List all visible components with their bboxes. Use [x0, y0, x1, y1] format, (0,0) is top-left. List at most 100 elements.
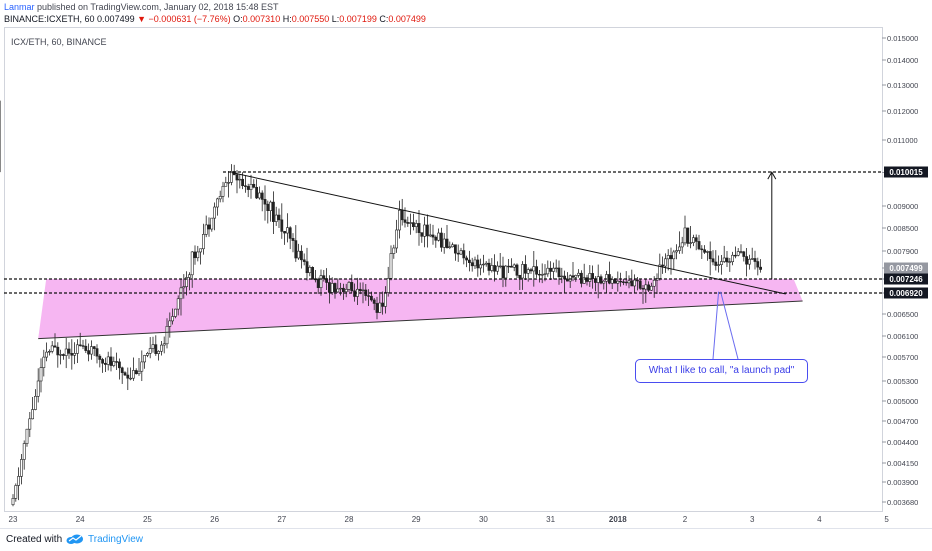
candle-body	[406, 222, 410, 224]
tradingview-logo-icon[interactable]	[66, 534, 84, 545]
candle-body	[490, 265, 494, 271]
candle-body	[663, 258, 667, 267]
y-axis-tick-label: 0.008500	[887, 224, 918, 233]
change-text: −0.000631 (−7.76%)	[148, 14, 231, 24]
candle-body	[50, 345, 54, 352]
y-axis-tick-label: 0.007900	[887, 247, 918, 256]
candle-body	[14, 485, 18, 499]
candle-body	[705, 251, 709, 253]
candle-body	[252, 183, 256, 188]
candle-body	[45, 351, 49, 358]
launch-pad-annotation: What I like to call, "a launch pad"	[635, 359, 808, 383]
callout-line	[720, 291, 739, 360]
y-axis-tick-label: 0.006500	[887, 310, 918, 319]
candle-body	[675, 250, 679, 253]
x-axis-tick-label: 25	[143, 515, 152, 524]
candle-body	[697, 241, 701, 250]
candle-body	[263, 199, 267, 205]
candle-body	[686, 227, 690, 244]
x-axis-tick-label: 2	[683, 515, 688, 524]
candle-body	[535, 266, 539, 275]
high-label: H:	[282, 14, 292, 24]
candle-body	[73, 353, 77, 356]
price-label-text: 0.007246	[889, 275, 923, 284]
candle-body	[554, 267, 558, 270]
candle-body	[277, 214, 281, 221]
candle-body	[353, 290, 357, 297]
candle-body	[596, 276, 600, 283]
candle-body	[409, 222, 413, 224]
candle-body	[31, 409, 35, 420]
candle-body	[285, 227, 289, 234]
candle-body	[425, 224, 429, 237]
candle-body	[322, 275, 326, 279]
candle-body	[540, 274, 544, 276]
candle-body	[420, 232, 424, 237]
candle-body	[327, 282, 331, 293]
candle-body	[515, 264, 519, 276]
publish-text: published on TradingView.com, January 02…	[34, 2, 279, 12]
candle-body	[372, 299, 376, 304]
candle-body	[171, 316, 175, 322]
candle-body	[725, 257, 729, 263]
candle-body	[81, 345, 85, 347]
author-link[interactable]: Lanmar	[4, 2, 35, 12]
candle-body	[627, 280, 631, 284]
open-value: 0.007310	[242, 14, 281, 24]
candle-body	[216, 198, 219, 208]
created-with-text: Created with	[6, 534, 63, 545]
candle-body	[109, 356, 113, 366]
candle-body	[188, 274, 191, 278]
price-label-text: 0.007499	[889, 264, 923, 273]
candle-body	[451, 244, 455, 248]
candle-body	[333, 283, 337, 293]
candle-body	[557, 267, 561, 278]
publish-info: Lanmar published on TradingView.com, Jan…	[4, 2, 279, 12]
launch-pad-zone[interactable]	[38, 279, 803, 339]
price-label-box	[884, 287, 928, 299]
candle-body	[759, 266, 763, 270]
candle-body	[53, 345, 57, 348]
candle-body	[269, 201, 273, 212]
candle-body	[204, 224, 208, 235]
candle-body	[649, 285, 653, 291]
chart-canvas[interactable]: ICX/ETH, 60, BINANCE 0.015000 0.014000 0.0…	[0, 0, 932, 528]
candle-body	[753, 258, 757, 262]
candle-body	[118, 361, 121, 369]
candle-body	[605, 274, 609, 282]
candle-body	[358, 288, 362, 292]
candle-body	[411, 222, 415, 227]
candle-body	[294, 240, 298, 259]
support-trendline[interactable]	[38, 300, 803, 340]
candle-body	[28, 418, 32, 430]
candle-body	[76, 344, 79, 354]
candle-body	[341, 287, 345, 293]
candle-body	[339, 287, 343, 290]
x-axis-tick-label: 5	[884, 515, 889, 524]
candle-body	[484, 262, 488, 265]
y-axis-tick-label: 0.005000	[887, 397, 918, 406]
candle-body	[67, 348, 71, 354]
candle-body	[501, 265, 505, 279]
candle-body	[400, 210, 404, 221]
candle-body	[521, 264, 525, 279]
candle-body	[59, 354, 63, 356]
candle-body	[437, 232, 441, 241]
y-axis-tick-label: 0.005300	[887, 377, 918, 386]
candle-body	[599, 276, 603, 284]
candle-body	[126, 374, 130, 379]
close-value: 0.007499	[388, 14, 426, 24]
candle-body	[591, 273, 595, 279]
candle-body	[526, 269, 530, 274]
candle-body	[101, 359, 105, 364]
y-axis-tick-label: 0.012000	[887, 107, 918, 116]
y-axis-tick-label: 0.013000	[887, 81, 918, 90]
candle-body	[428, 234, 432, 237]
x-axis-tick-label: 26	[210, 515, 219, 524]
candle-body	[64, 348, 68, 356]
candle-body	[123, 372, 127, 376]
descending-trendline[interactable]	[231, 172, 786, 295]
candle-body	[613, 279, 617, 284]
y-axis-tick-label: 0.011000	[887, 136, 918, 145]
tradingview-brand-link[interactable]: TradingView	[88, 534, 144, 545]
